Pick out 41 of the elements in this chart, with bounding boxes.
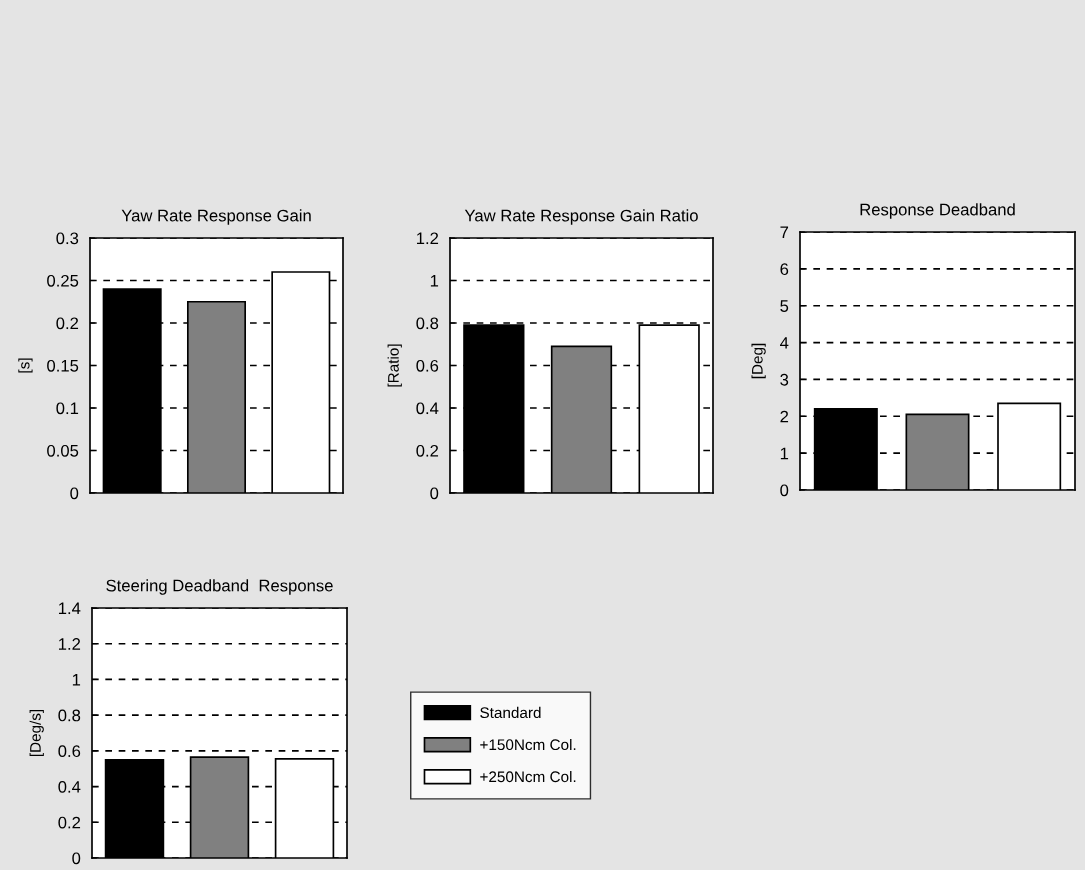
chart-title: Steering Deadband Response (106, 579, 333, 595)
chart-title: Response Deadband (860, 203, 1015, 219)
y-tick-label: 0.6 (416, 359, 439, 372)
legend-label: Standard (480, 706, 541, 719)
y-axis-title: [Deg/s] (29, 709, 44, 757)
y-tick-label: 0.25 (47, 274, 79, 287)
y-tick-label: 1 (72, 674, 81, 686)
y-tick-label: 3 (780, 373, 789, 386)
y-tick-label: 4 (780, 337, 789, 349)
y-tick-label: 1.2 (416, 232, 439, 245)
chart-title: Yaw Rate Response Gain Ratio (464, 209, 698, 225)
y-tick-label: 0 (72, 852, 81, 865)
legend-label: +250Ncm Col. (480, 770, 576, 783)
y-tick-label: 0.2 (58, 816, 81, 829)
y-tick-label: 1.2 (58, 638, 81, 650)
y-tick-label: 0 (780, 484, 789, 497)
y-tick-label: 1.4 (58, 602, 81, 615)
y-tick-label: 0.8 (416, 317, 439, 330)
y-axis-title: [s] (18, 358, 33, 373)
y-tick-label: 0.2 (416, 444, 439, 457)
y-tick-label: 7 (780, 226, 789, 239)
y-axis-title: [Deg] (751, 343, 766, 379)
y-tick-label: 0.15 (47, 359, 79, 372)
y-tick-label: 0.3 (56, 232, 79, 245)
y-tick-label: 6 (780, 263, 789, 276)
y-tick-label: 1 (430, 275, 439, 287)
y-axis-title: [Ratio] (387, 344, 402, 387)
y-tick-label: 1 (780, 447, 789, 460)
legend-label: +150Ncm Col. (480, 738, 576, 751)
y-tick-label: 0.1 (56, 402, 79, 415)
y-tick-label: 0 (70, 487, 79, 500)
y-tick-label: 0.05 (47, 444, 79, 457)
y-tick-label: 5 (780, 300, 789, 312)
y-tick-label: 0 (430, 487, 439, 500)
chart-title: Yaw Rate Response Gain (121, 209, 311, 225)
y-tick-label: 2 (780, 410, 789, 423)
y-tick-label: 0.4 (58, 780, 81, 793)
y-tick-label: 0.6 (58, 745, 81, 758)
y-tick-label: 0.2 (56, 317, 79, 330)
y-tick-label: 0.4 (416, 402, 439, 415)
y-tick-label: 0.8 (58, 709, 81, 722)
